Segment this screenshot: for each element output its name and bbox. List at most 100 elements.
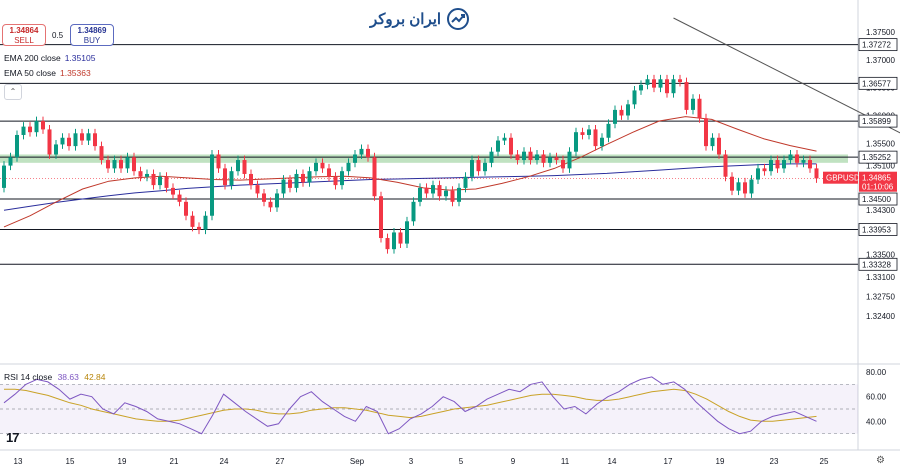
- candle-body: [22, 127, 26, 135]
- level-price-label: 1.35252: [862, 153, 891, 162]
- x-tick-label: 27: [276, 457, 285, 466]
- candle-body: [496, 141, 500, 152]
- brand-logo: ایران بروکر: [370, 8, 469, 30]
- candle-body: [35, 121, 39, 132]
- countdown-label: 01:10:06: [862, 183, 894, 192]
- candle-body: [15, 135, 19, 157]
- candle-body: [87, 133, 91, 140]
- candle-body: [503, 138, 507, 141]
- candle-body: [353, 154, 357, 162]
- candle-body: [431, 185, 435, 193]
- collapse-legend-button[interactable]: ⌃: [4, 84, 22, 100]
- last-price-label: 1.34865: [862, 174, 891, 183]
- candle-body: [405, 221, 409, 243]
- candle-body: [217, 154, 221, 168]
- ema50-line: [4, 117, 817, 227]
- candle-body: [704, 118, 708, 146]
- candle-body: [399, 232, 403, 243]
- x-tick-label: 19: [118, 457, 127, 466]
- x-tick-label: Sep: [350, 457, 365, 466]
- brand-name: ایران بروکر: [370, 10, 441, 28]
- candle-body: [470, 160, 474, 177]
- candle-body: [9, 157, 13, 165]
- candle-body: [594, 129, 598, 146]
- x-tick-label: 24: [220, 457, 229, 466]
- ema50-label: EMA 50 close: [4, 68, 56, 78]
- rsi-value: 38.63: [58, 372, 79, 382]
- candle-body: [529, 152, 533, 160]
- candle-body: [620, 110, 624, 116]
- candle-body: [613, 110, 617, 124]
- x-tick-label: 19: [716, 457, 725, 466]
- candle-body: [126, 157, 130, 168]
- candle-body: [28, 127, 32, 133]
- candle-body: [483, 163, 487, 171]
- candle-body: [392, 232, 396, 249]
- y-tick-label: 1.37000: [866, 56, 895, 65]
- candle-body: [100, 146, 104, 160]
- candle-body: [717, 138, 721, 155]
- candle-body: [542, 154, 546, 162]
- candle-body: [386, 238, 390, 249]
- tradingview-logo: 17: [6, 430, 18, 445]
- candle-body: [808, 160, 812, 168]
- x-tick-label: 5: [459, 457, 464, 466]
- candle-body: [568, 152, 572, 169]
- candle-body: [197, 227, 201, 230]
- candle-body: [633, 90, 637, 104]
- candle-body: [665, 79, 669, 93]
- sell-button[interactable]: 1.34864 SELL: [2, 24, 46, 46]
- candle-body: [282, 180, 286, 194]
- rsi-tick-label: 60.00: [866, 393, 887, 402]
- candle-body: [210, 154, 214, 215]
- candle-body: [691, 99, 695, 110]
- spread-value: 0.5: [52, 31, 63, 40]
- rsi-tick-label: 80.00: [866, 368, 887, 377]
- candle-body: [379, 196, 383, 238]
- level-price-label: 1.36577: [862, 79, 891, 88]
- rsi-ma-value: 42.84: [84, 372, 105, 382]
- candle-body: [256, 185, 260, 193]
- candle-body: [535, 154, 539, 160]
- candle-body: [587, 129, 591, 135]
- candle-body: [438, 185, 442, 196]
- candle-body: [444, 191, 448, 197]
- candle-body: [2, 166, 6, 188]
- candle-body: [204, 216, 208, 230]
- candles-group: [2, 75, 819, 254]
- candle-body: [516, 154, 520, 160]
- settings-icon[interactable]: ⚙: [876, 455, 885, 466]
- candle-body: [412, 202, 416, 221]
- candle-body: [262, 193, 266, 201]
- candle-body: [457, 188, 461, 202]
- candle-body: [54, 144, 58, 154]
- candle-body: [106, 160, 110, 168]
- candle-body: [776, 160, 780, 168]
- candle-body: [607, 124, 611, 138]
- candle-body: [158, 177, 162, 185]
- candle-body: [152, 174, 156, 185]
- candle-body: [145, 174, 149, 177]
- candle-body: [191, 216, 195, 227]
- candle-body: [321, 163, 325, 169]
- rsi-legend[interactable]: RSI 14 close 38.63 42.84: [4, 372, 106, 382]
- y-tick-label: 1.37500: [866, 28, 895, 37]
- candle-body: [769, 160, 773, 171]
- ema200-line: [4, 164, 817, 210]
- x-tick-label: 15: [66, 457, 75, 466]
- x-tick-label: 25: [820, 457, 829, 466]
- candle-body: [314, 163, 318, 171]
- candle-body: [561, 160, 565, 168]
- candle-body: [366, 149, 370, 157]
- candle-body: [698, 99, 702, 118]
- candle-body: [236, 160, 240, 171]
- rsi-label: RSI 14 close: [4, 372, 52, 382]
- candle-body: [672, 79, 676, 93]
- x-tick-label: 11: [561, 457, 570, 466]
- buy-button[interactable]: 1.34869 BUY: [70, 24, 114, 46]
- candle-body: [132, 157, 136, 171]
